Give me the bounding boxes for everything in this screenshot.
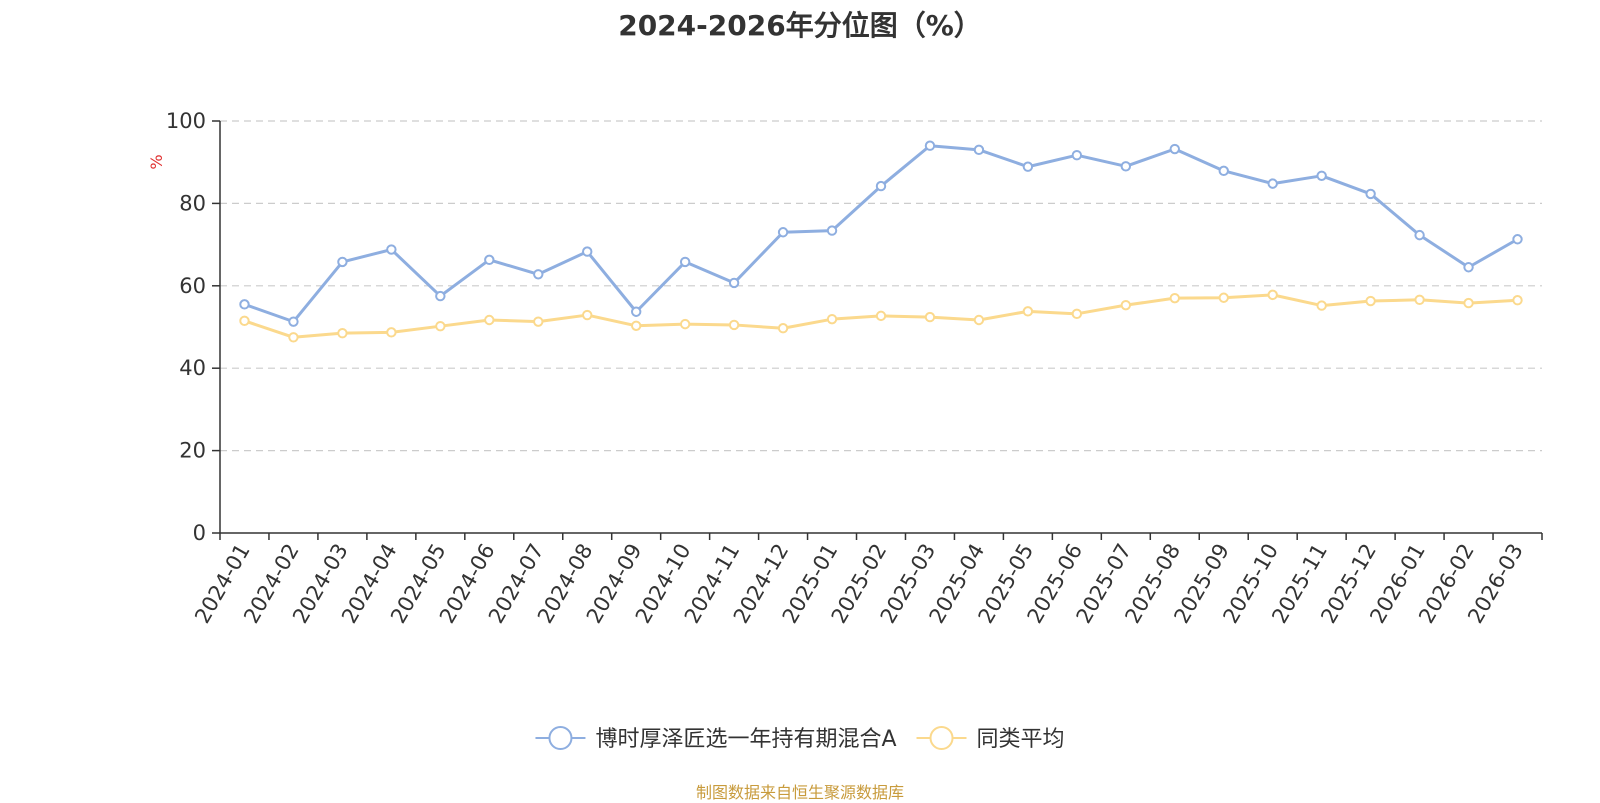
- series-1-point-2024-12: [777, 323, 789, 334]
- series-0-point-2025-03: [924, 140, 936, 151]
- series-0-point-2025-11: [1316, 170, 1327, 181]
- series-0-point-2025-09: [1218, 165, 1229, 177]
- series-1-point-2025-05: [1022, 306, 1034, 317]
- series-1-point-2025-01: [826, 313, 838, 325]
- y-tick-label-20: 20: [179, 439, 206, 463]
- legend-swatch-marker-1: [929, 726, 954, 750]
- series-0-point-2025-05: [1022, 161, 1034, 172]
- series-0-point-2024-02: [288, 316, 299, 327]
- grid-layer: [220, 120, 1542, 452]
- y-axis-unit: %: [147, 154, 166, 169]
- legend-label-0: 博时厚泽匠选一年持有期混合A: [595, 727, 896, 752]
- series-1-point-2024-06: [484, 314, 495, 326]
- series-1-point-2024-01: [239, 315, 250, 327]
- series-1-point-2025-06: [1071, 308, 1083, 320]
- series-1-point-2026-01: [1414, 294, 1425, 306]
- legend-layer: 博时厚泽匠选一年持有期混合A 同类平均: [535, 726, 1065, 752]
- y-tick-label-100: 100: [166, 109, 206, 133]
- series-1-point-2025-11: [1316, 300, 1327, 311]
- series-1-point-2024-05: [435, 320, 446, 332]
- series-0-point-2025-07: [1120, 161, 1132, 172]
- series-1-point-2025-07: [1120, 299, 1132, 311]
- series-0-point-2026-03: [1512, 234, 1523, 245]
- series-1-point-2025-08: [1169, 292, 1180, 304]
- legend-label-1: 同类平均: [977, 727, 1065, 752]
- series-1-point-2024-11: [728, 319, 740, 331]
- series-0-point-2024-07: [533, 269, 544, 280]
- series-0-point-2024-04: [386, 244, 397, 255]
- series-1-point-2026-03: [1512, 295, 1523, 306]
- legend-item-1: 同类平均: [916, 726, 1065, 752]
- legend-item-0: 博时厚泽匠选一年持有期混合A: [535, 726, 897, 752]
- series-1-point-2024-04: [386, 327, 397, 338]
- series-1-point-2026-02: [1463, 297, 1474, 309]
- series-0-point-2024-08: [582, 246, 593, 257]
- series-0-point-2025-01: [826, 225, 838, 236]
- legend-swatch-marker-0: [548, 726, 573, 750]
- series-0-point-2024-05: [435, 290, 446, 302]
- series-0-point-2025-08: [1169, 143, 1180, 155]
- series-0-point-2025-04: [973, 144, 985, 156]
- y-tick-label-60: 60: [179, 274, 206, 298]
- series-1-point-2025-02: [875, 310, 887, 322]
- series-0-point-2024-11: [728, 277, 740, 289]
- chart-title: 2024-2026年分位图（%）: [618, 9, 982, 42]
- series-0-point-2025-12: [1365, 188, 1376, 200]
- series-1-point-2025-10: [1267, 289, 1278, 301]
- y-tick-label-40: 40: [179, 356, 206, 380]
- y-tick-label-0: 0: [193, 521, 206, 545]
- series-layer: [239, 140, 1523, 343]
- source-note: 制图数据来自恒生聚源数据库: [695, 783, 904, 802]
- series-0-point-2025-06: [1071, 149, 1083, 161]
- series-0-point-2026-01: [1414, 229, 1425, 241]
- series-0-point-2024-01: [239, 299, 250, 310]
- series-1-point-2024-09: [630, 320, 642, 331]
- series-1-point-2025-03: [924, 311, 936, 323]
- series-1-point-2024-10: [679, 318, 691, 330]
- y-tick-label-80: 80: [179, 191, 206, 215]
- series-0-point-2025-10: [1267, 178, 1278, 189]
- series-1-point-2024-02: [288, 332, 299, 343]
- series-0-point-2024-03: [337, 256, 348, 268]
- series-0-point-2024-12: [777, 227, 789, 238]
- series-1-point-2024-08: [582, 309, 593, 321]
- series-1-point-2025-12: [1365, 295, 1376, 307]
- series-0-point-2026-02: [1463, 262, 1474, 273]
- series-1-point-2024-03: [337, 327, 348, 339]
- series-0-point-2024-09: [630, 306, 642, 317]
- series-1-point-2024-07: [533, 316, 544, 327]
- series-1-point-2025-04: [973, 314, 985, 326]
- series-0-point-2025-02: [875, 180, 887, 192]
- series-0-point-2024-06: [484, 254, 495, 266]
- series-0-point-2024-10: [679, 256, 691, 268]
- series-1-point-2025-09: [1218, 292, 1229, 303]
